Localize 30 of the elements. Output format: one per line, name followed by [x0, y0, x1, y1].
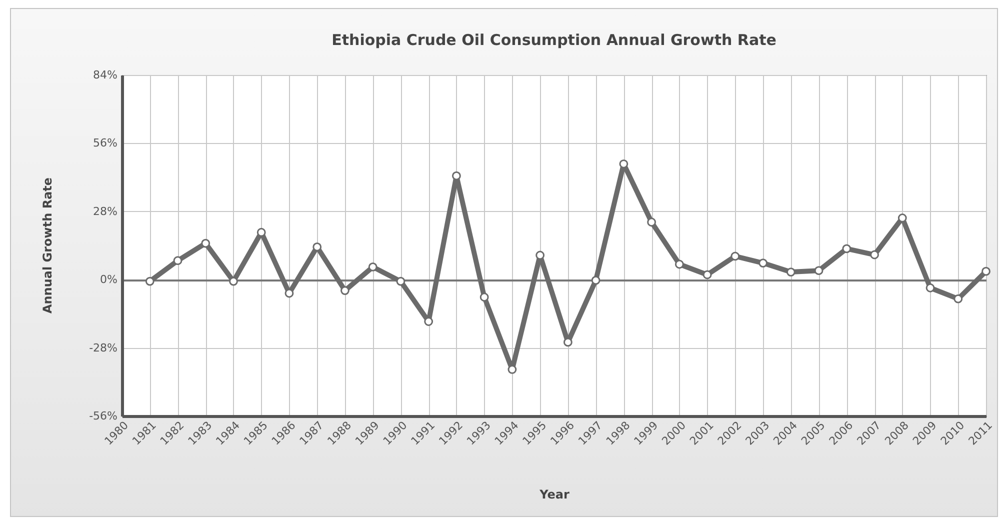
- point: [926, 283, 935, 292]
- point: [396, 276, 406, 286]
- y-tick-label: 28%: [93, 204, 118, 218]
- point: [368, 262, 378, 272]
- chart-title: Ethiopia Crude Oil Consumption Annual Growth Rate: [332, 31, 776, 49]
- point: [201, 238, 210, 248]
- point: [480, 292, 489, 302]
- point: [145, 276, 154, 286]
- point: [870, 250, 879, 260]
- y-tick-label: 0%: [100, 273, 118, 286]
- point: [424, 317, 434, 326]
- point: [647, 218, 656, 227]
- y-tick-label: -28%: [89, 341, 118, 354]
- point: [758, 258, 768, 268]
- point: [842, 244, 852, 254]
- x-axis-title: Year: [538, 488, 570, 502]
- y-axis-title: Annual Growth Rate: [40, 177, 54, 314]
- point: [674, 260, 684, 269]
- point: [340, 286, 350, 296]
- point: [591, 276, 600, 285]
- point: [982, 266, 990, 276]
- y-tick-label: 84%: [93, 68, 118, 82]
- point: [173, 256, 182, 266]
- point: [814, 266, 824, 276]
- point: [702, 270, 712, 280]
- y-tick-label: 56%: [93, 136, 118, 150]
- point: [730, 252, 740, 261]
- y-tick-label: -56%: [89, 410, 118, 422]
- point: [954, 294, 963, 304]
- point: [786, 268, 796, 276]
